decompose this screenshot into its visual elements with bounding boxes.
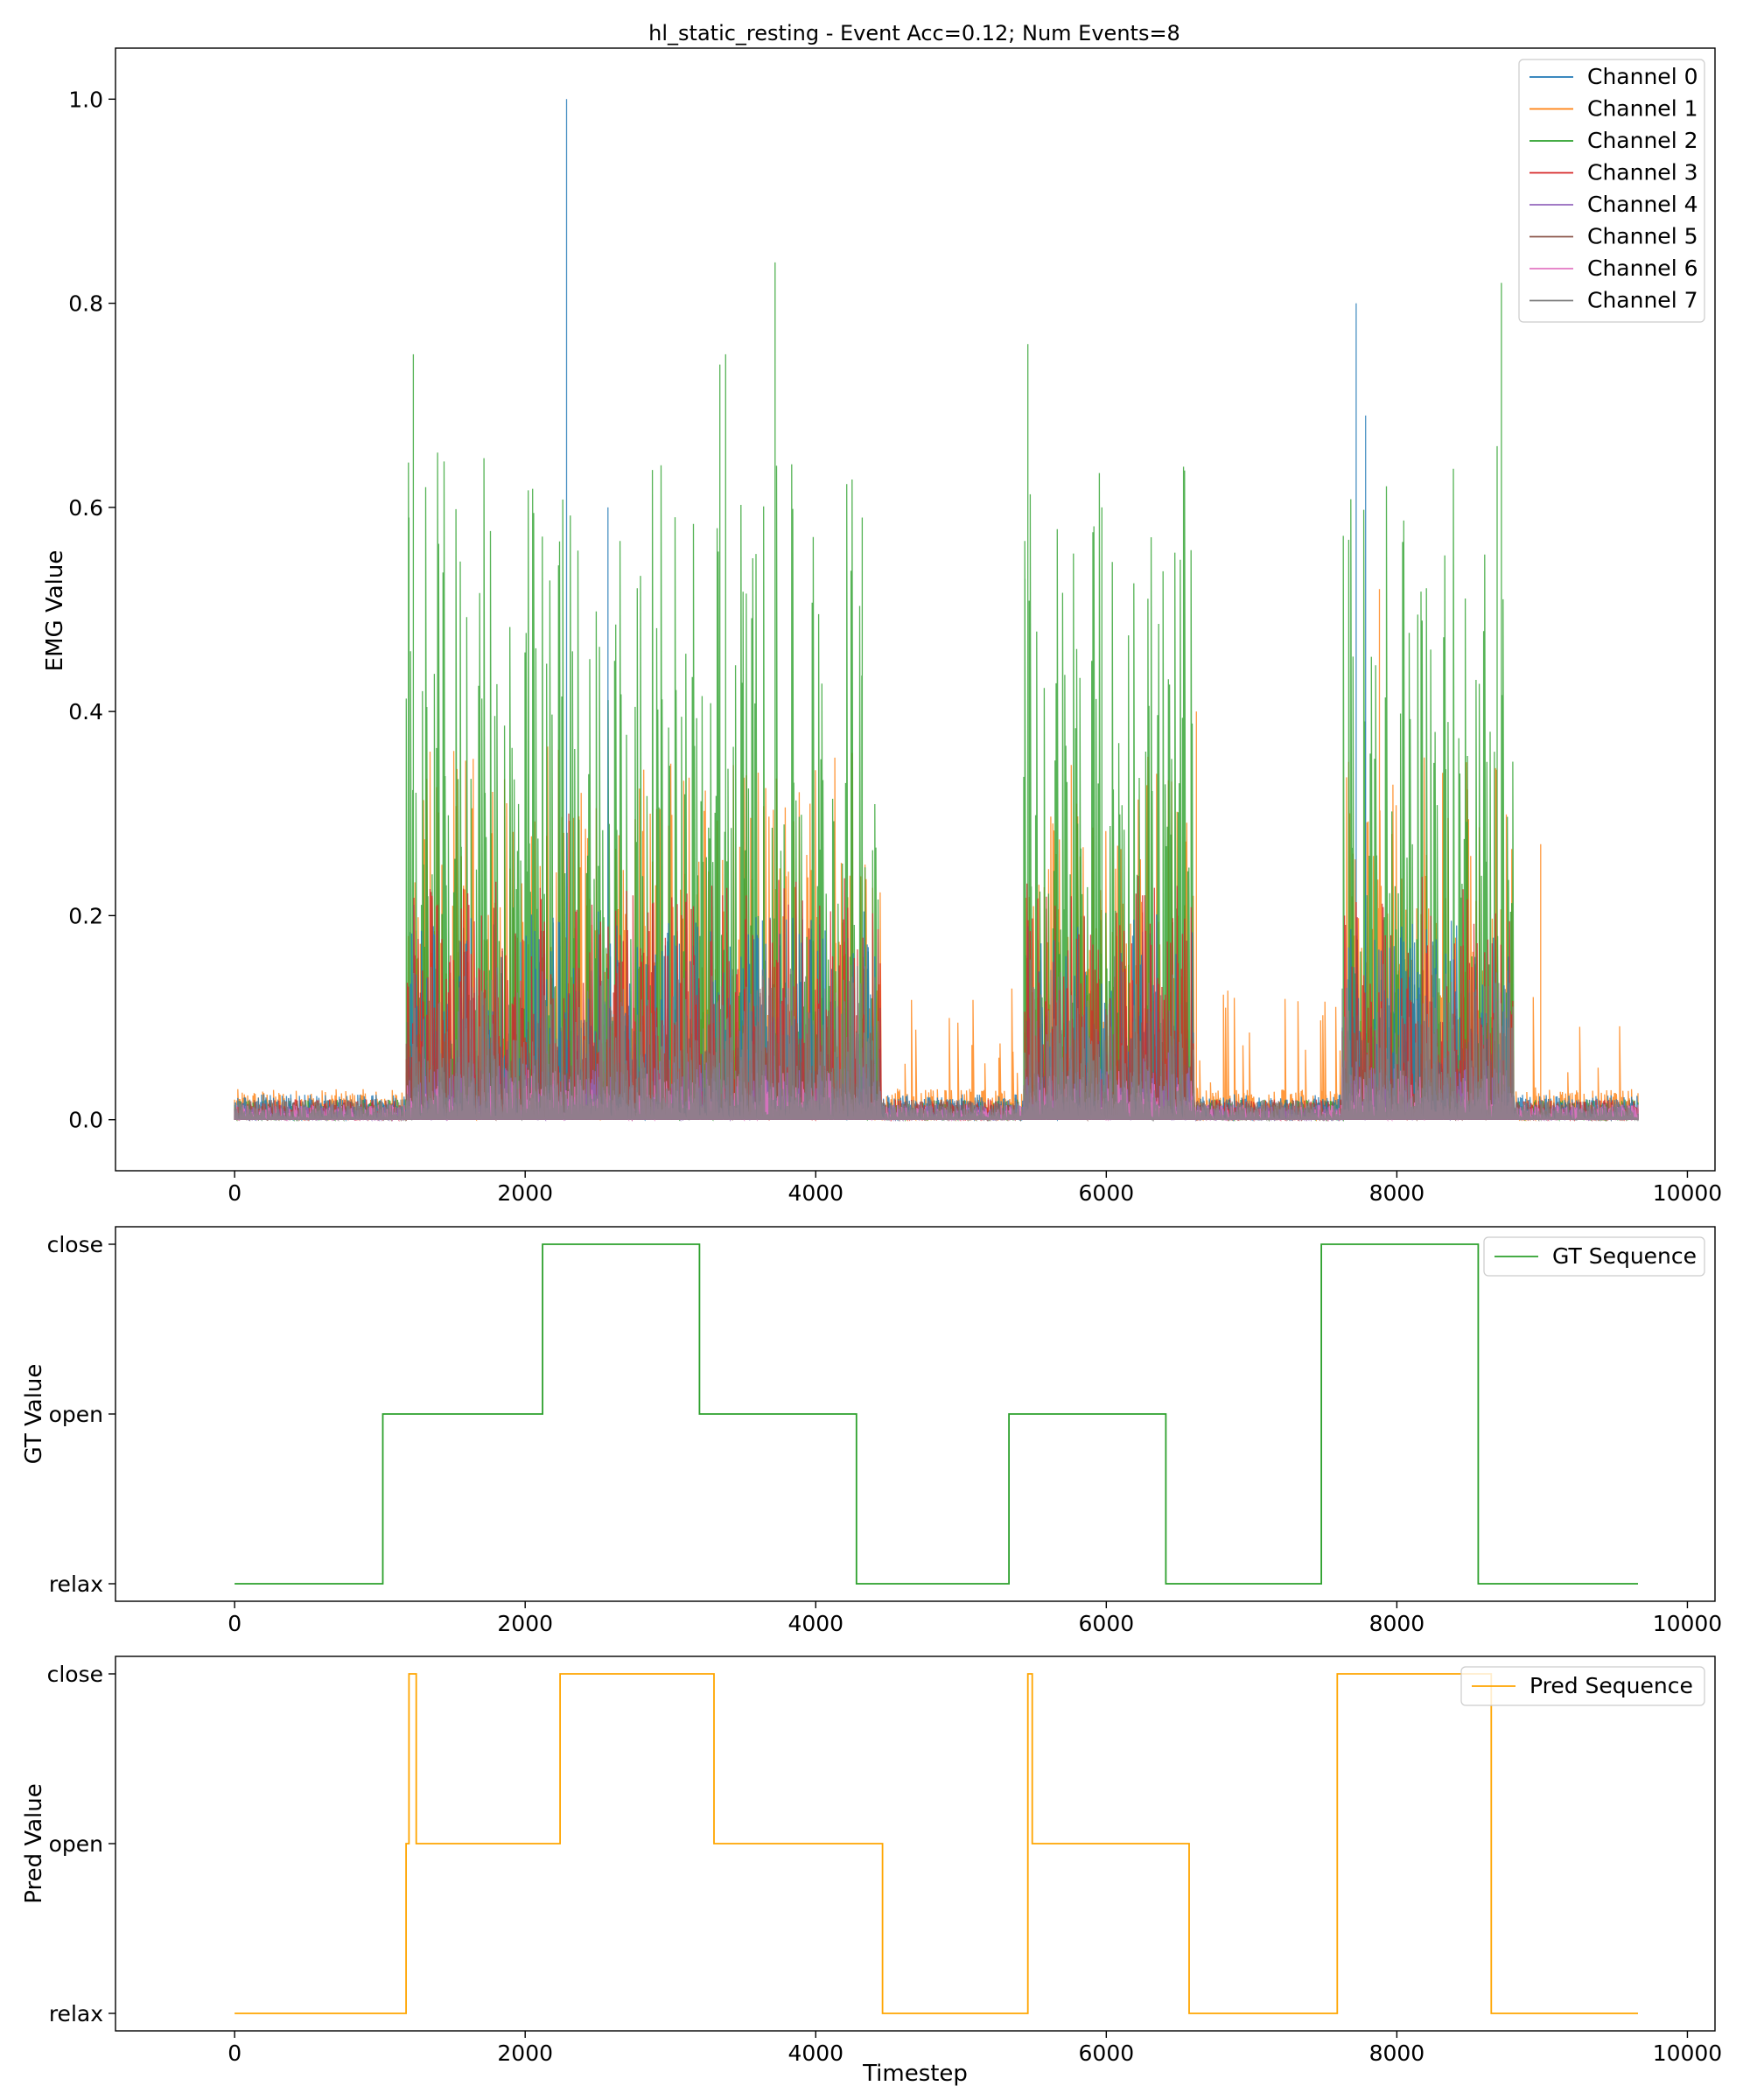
legend-label: Channel 5 xyxy=(1587,224,1698,249)
x-tick-label: 6000 xyxy=(1079,2040,1135,2066)
legend-box xyxy=(1483,1236,1705,1277)
x-tick-label: 6000 xyxy=(1079,1180,1135,1206)
x-axis-label: Timestep xyxy=(862,2061,968,2087)
gt-y-axis-label: GT Value xyxy=(21,1364,47,1465)
legend-label: Channel 3 xyxy=(1587,160,1698,186)
series-line xyxy=(234,956,1639,1123)
legend-label: Pred Sequence xyxy=(1530,1673,1693,1698)
y-tick-label: 1.0 xyxy=(68,87,103,112)
x-tick-label: 6000 xyxy=(1079,1611,1135,1636)
step-line xyxy=(234,1243,1638,1585)
x-tick-label: 4000 xyxy=(788,1611,844,1636)
step-line xyxy=(234,1673,1638,2014)
legend-box xyxy=(1518,59,1705,323)
legend-box xyxy=(1460,1666,1705,1706)
x-tick-label: 8000 xyxy=(1369,1180,1425,1206)
gt-panel: GT Value 0 2000 4000 6000 8000 10000 relax open… xyxy=(21,1226,1723,1636)
chart-title: hl_static_resting - Event Acc=0.12; Num … xyxy=(648,21,1180,46)
y-tick-label: relax xyxy=(49,2001,103,2026)
y-tick-label: 0.8 xyxy=(68,291,103,317)
gt-legend: GT Sequence xyxy=(1483,1236,1705,1277)
pred-legend: Pred Sequence xyxy=(1460,1666,1705,1706)
y-tick-label: relax xyxy=(49,1572,103,1597)
y-tick-label: open xyxy=(49,1831,103,1857)
x-tick-label: 10000 xyxy=(1653,1180,1723,1206)
legend-label: Channel 1 xyxy=(1587,96,1698,122)
y-tick-label: open xyxy=(49,1402,103,1427)
legend-label: Channel 4 xyxy=(1587,192,1698,217)
gt-series-layer xyxy=(234,1243,1638,1585)
y-tick-label: 0.2 xyxy=(68,903,103,928)
x-tick-label: 4000 xyxy=(788,2040,844,2066)
gt-plot-frame xyxy=(115,1226,1716,1602)
x-tick-label: 0 xyxy=(228,2040,242,2066)
series-channel-7 xyxy=(234,956,1639,1123)
emg-series-layer xyxy=(234,99,1639,1123)
y-tick-label: close xyxy=(47,1232,103,1257)
pred-axes: 0 2000 4000 6000 8000 10000 relax open close xyxy=(47,1662,1723,2066)
legend-label: Channel 0 xyxy=(1587,64,1698,89)
legend-label: Channel 2 xyxy=(1587,128,1698,153)
y-tick-label: 0.4 xyxy=(68,699,103,724)
emg-y-axis-label: EMG Value xyxy=(42,550,68,672)
emg-plot-frame xyxy=(115,47,1716,1172)
x-tick-label: 2000 xyxy=(497,1180,553,1206)
y-tick-label: 0.6 xyxy=(68,495,103,521)
legend-label: Channel 7 xyxy=(1587,288,1698,313)
x-tick-label: 4000 xyxy=(788,1180,844,1206)
legend-label: GT Sequence xyxy=(1552,1243,1697,1269)
x-tick-label: 8000 xyxy=(1369,2040,1425,2066)
emg-axes: 0 2000 4000 6000 8000 10000 0.0 0.2 0.4 0.6 0.8 1.0 xyxy=(68,87,1722,1206)
y-tick-label: close xyxy=(47,1662,103,1687)
series-line xyxy=(234,262,1639,1123)
series-channel-2 xyxy=(234,262,1639,1123)
emg-panel: hl_static_resting - Event Acc=0.12; Num … xyxy=(42,21,1722,1206)
x-tick-label: 2000 xyxy=(497,1611,553,1636)
x-tick-label: 10000 xyxy=(1653,2040,1723,2066)
pred-panel: Pred Value 0 2000 4000 6000 8000 10000 relax op… xyxy=(21,1656,1722,2087)
pred-series-layer xyxy=(234,1673,1638,2014)
x-tick-label: 2000 xyxy=(497,2040,553,2066)
x-tick-label: 10000 xyxy=(1653,1611,1723,1636)
x-tick-label: 0 xyxy=(228,1611,242,1636)
gt-axes: 0 2000 4000 6000 8000 10000 relax open close xyxy=(47,1232,1723,1636)
pred-plot-frame xyxy=(115,1656,1716,2032)
legend-label: Channel 6 xyxy=(1587,256,1698,281)
x-tick-label: 8000 xyxy=(1369,1611,1425,1636)
pred-y-axis-label: Pred Value xyxy=(21,1783,47,1904)
x-tick-label: 0 xyxy=(228,1180,242,1206)
y-tick-label: 0.0 xyxy=(68,1108,103,1133)
emg-legend: Channel 0 Channel 1 Channel 2 Channel 3 Chan… xyxy=(1518,59,1705,323)
